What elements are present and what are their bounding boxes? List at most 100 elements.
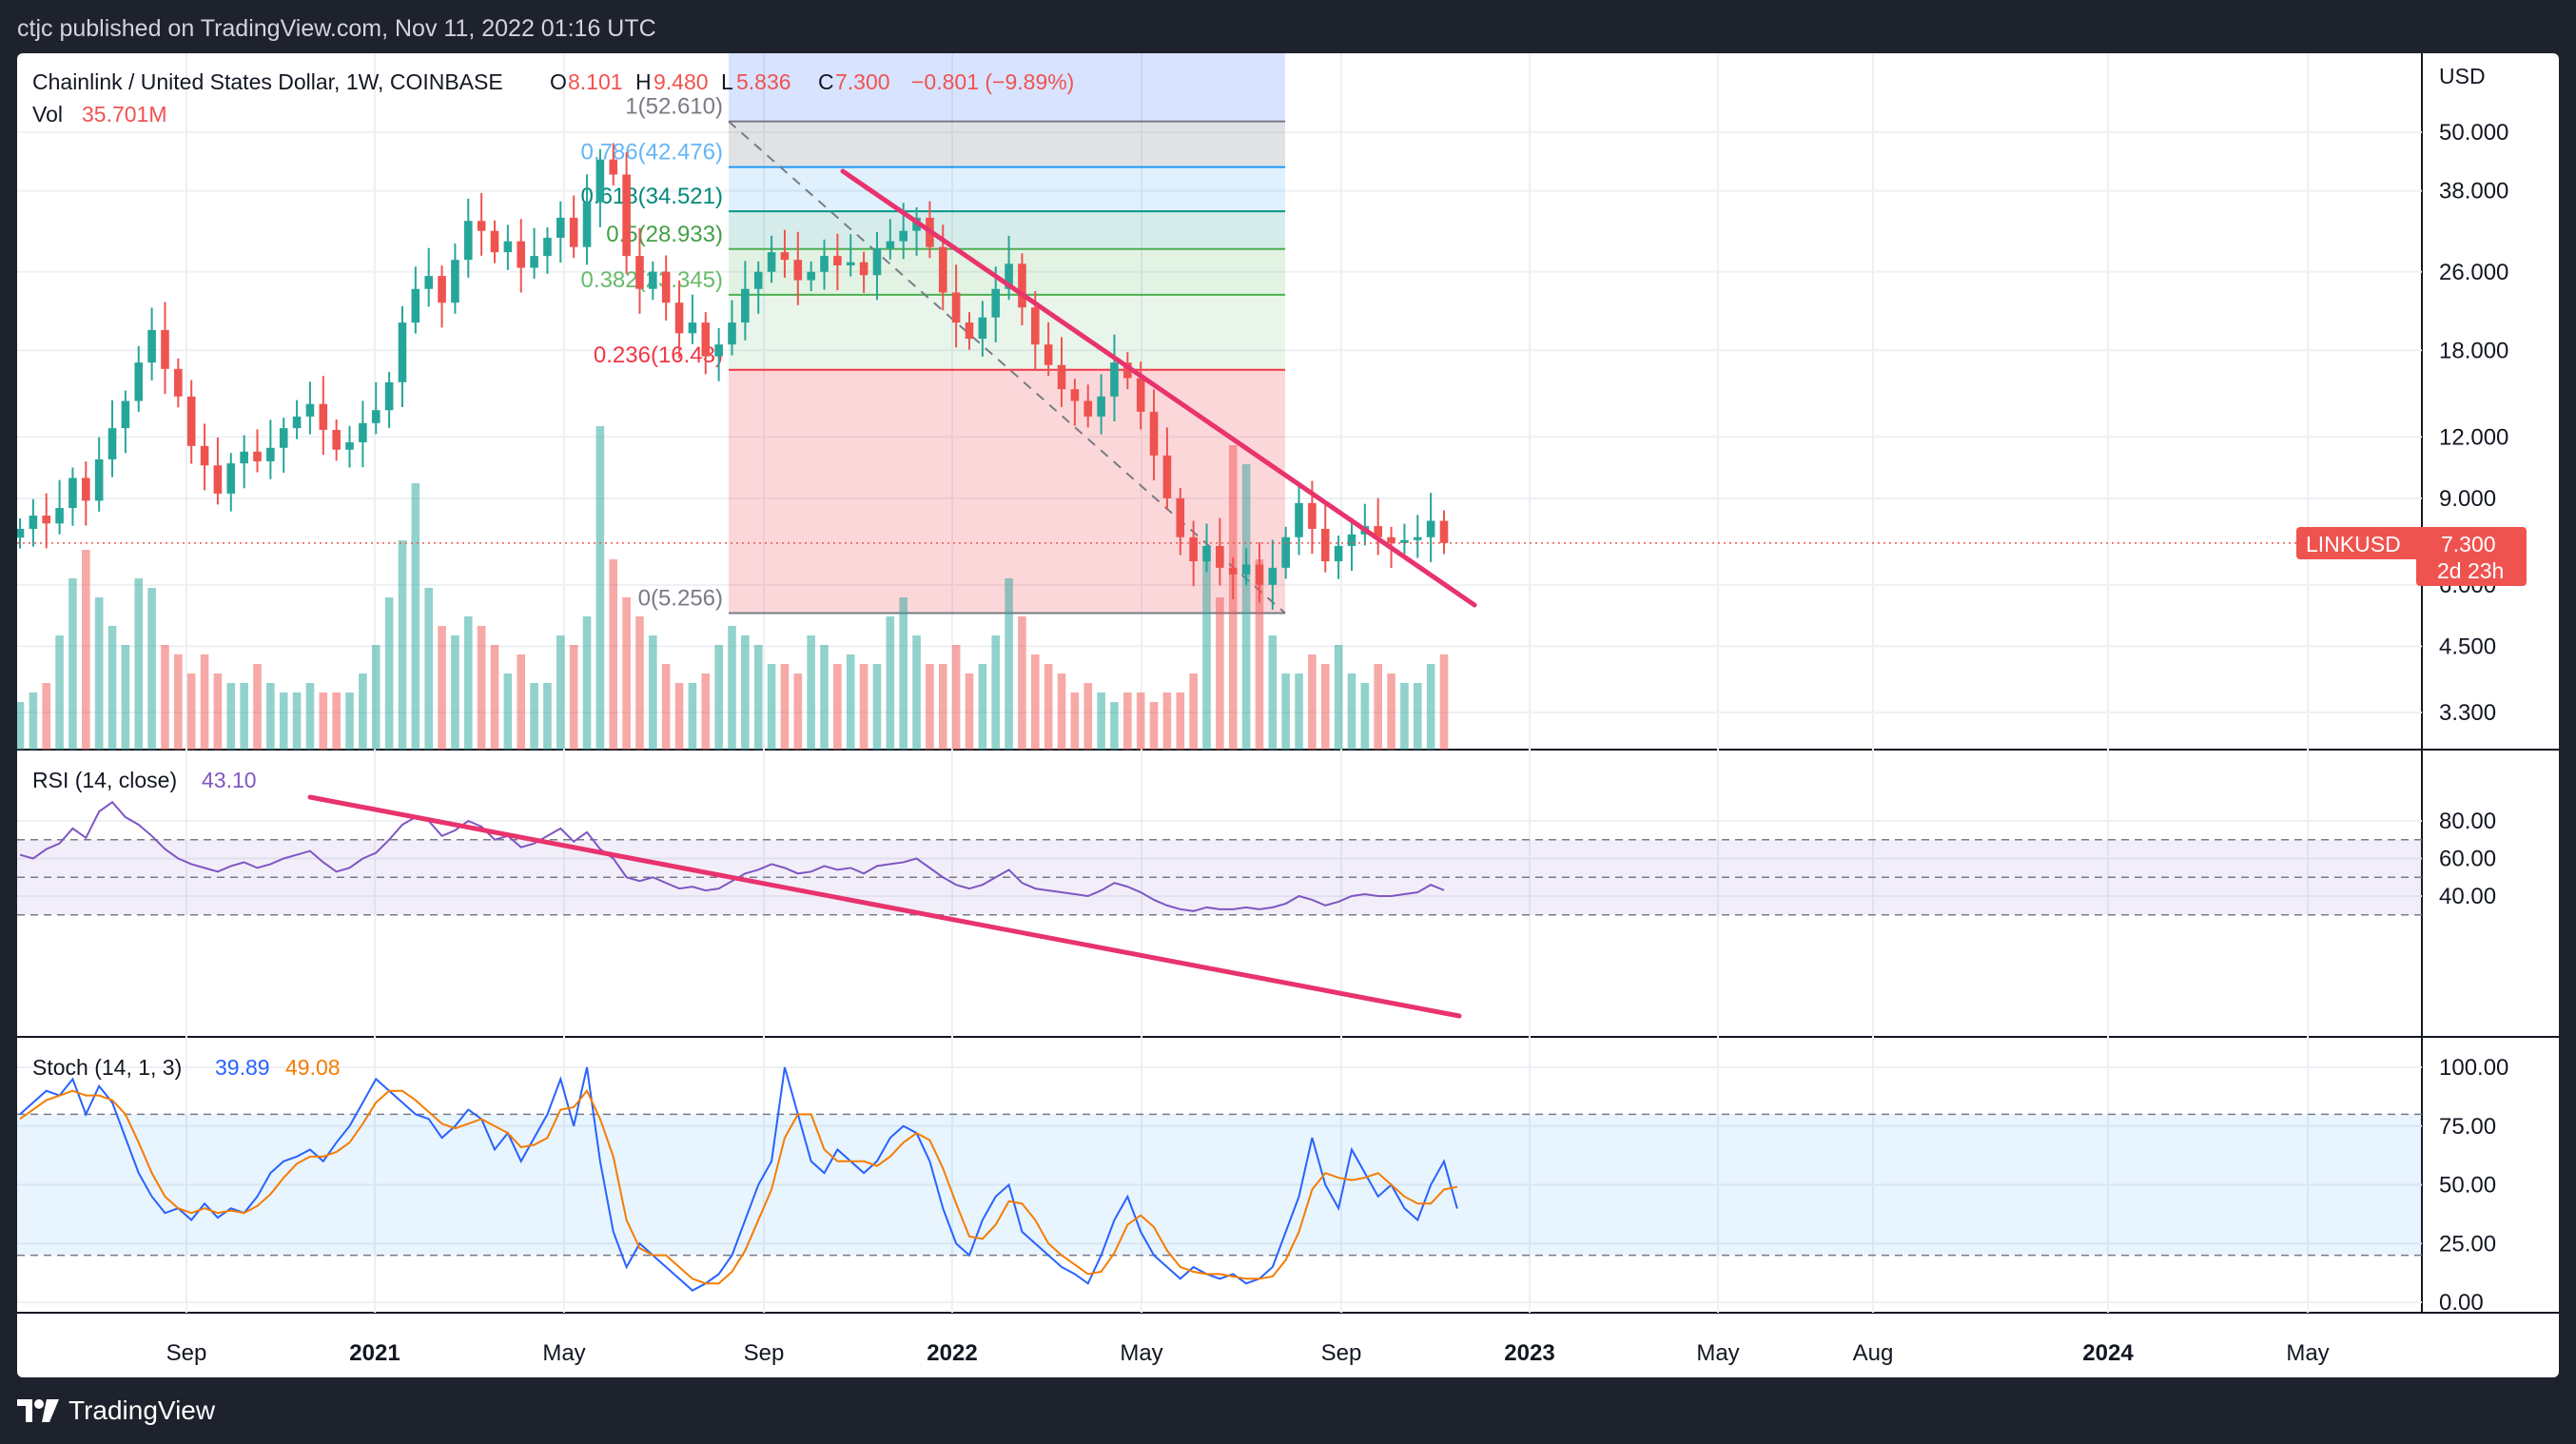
volume-bar bbox=[872, 664, 882, 750]
candle-body bbox=[1216, 545, 1224, 568]
fib-level-label: 0.618(34.521) bbox=[581, 184, 723, 209]
legend-open-label: O bbox=[550, 69, 567, 94]
volume-bar bbox=[94, 597, 104, 750]
symbol-tag-bg bbox=[2296, 527, 2430, 559]
rsi-line bbox=[19, 800, 1445, 912]
candle-body bbox=[1439, 520, 1449, 543]
candle-body bbox=[1241, 564, 1251, 575]
candle-body bbox=[793, 260, 803, 281]
volume-bar bbox=[1005, 578, 1013, 750]
volume-bar bbox=[595, 426, 605, 750]
candle-body bbox=[384, 381, 394, 411]
time-axis-label: Sep bbox=[744, 1340, 785, 1366]
candle-body bbox=[1083, 400, 1093, 417]
volume-bar bbox=[556, 635, 565, 750]
candle-body bbox=[1123, 362, 1132, 379]
candle-body bbox=[463, 221, 473, 261]
time-axis-label: May bbox=[542, 1340, 585, 1366]
fib-zone bbox=[729, 211, 1285, 249]
candle-body bbox=[569, 217, 578, 247]
price-axis-label: 12.000 bbox=[2439, 424, 2508, 450]
volume-bar bbox=[688, 683, 697, 750]
candle-body bbox=[938, 246, 947, 293]
candle-body bbox=[1057, 364, 1066, 390]
candle-body bbox=[332, 429, 341, 450]
candle-body bbox=[807, 271, 815, 281]
volume-bar bbox=[978, 664, 987, 750]
candle-body bbox=[543, 237, 552, 257]
candle-body bbox=[1308, 502, 1317, 529]
volume-bar bbox=[29, 693, 38, 750]
candle-body bbox=[200, 445, 209, 466]
chart-canvas[interactable]: 1(52.610)0.786(42.476)0.618(34.521)0.5(2… bbox=[17, 53, 2559, 1377]
volume-bar bbox=[477, 626, 486, 750]
candle-body bbox=[582, 202, 592, 247]
stoch-label: Stoch (14, 1, 3) bbox=[32, 1055, 182, 1080]
volume-bar bbox=[1162, 693, 1172, 750]
fib-zone bbox=[729, 121, 1285, 167]
candle-body bbox=[1044, 344, 1053, 365]
volume-bar bbox=[253, 664, 262, 750]
candle-body bbox=[1426, 520, 1435, 537]
volume-bar bbox=[1374, 664, 1382, 750]
volume-bar bbox=[319, 693, 328, 750]
candle-body bbox=[661, 271, 671, 303]
volume-bar bbox=[635, 616, 644, 750]
volume-bar bbox=[753, 645, 763, 750]
grid-layer bbox=[17, 53, 2559, 1314]
volume-bar bbox=[1057, 673, 1066, 750]
candle-body bbox=[530, 256, 538, 268]
volume-bar bbox=[1439, 654, 1449, 750]
candle-body bbox=[345, 441, 354, 450]
volume-bar bbox=[741, 635, 750, 750]
volume-bar bbox=[991, 635, 1001, 750]
candle-body bbox=[107, 428, 117, 459]
volume-bar bbox=[767, 664, 776, 750]
candle-body bbox=[965, 322, 974, 340]
volume-bar bbox=[134, 578, 144, 750]
candle-body bbox=[121, 400, 130, 429]
candle-body bbox=[780, 252, 790, 261]
candle-body bbox=[1347, 534, 1356, 546]
candle-body bbox=[147, 329, 156, 363]
rsi-label: RSI (14, close) bbox=[32, 768, 177, 792]
candle-body bbox=[1005, 263, 1013, 289]
volume-bar bbox=[1268, 635, 1278, 750]
candle-body bbox=[886, 241, 895, 249]
volume-bar bbox=[951, 645, 961, 750]
volume-bar bbox=[345, 693, 354, 750]
volume-bar bbox=[174, 654, 183, 750]
volume-bar bbox=[107, 626, 117, 750]
volume-bar bbox=[569, 645, 578, 750]
legend-close-label: C bbox=[818, 69, 834, 94]
volume-bar bbox=[1149, 702, 1159, 750]
chart-area[interactable]: 1(52.610) 0.786(42.476) 0.618(34.521) 0.5(2… bbox=[17, 53, 2559, 1377]
time-axis-label: 2024 bbox=[2082, 1340, 2134, 1366]
rsi-axis-label: 40.00 bbox=[2439, 884, 2496, 909]
candle-body bbox=[398, 322, 407, 382]
candle-body bbox=[1162, 455, 1172, 498]
volume-bar bbox=[490, 645, 499, 750]
stoch-axis-label: 25.00 bbox=[2439, 1231, 2496, 1257]
candle-body bbox=[477, 221, 486, 231]
volume-bar bbox=[1123, 693, 1132, 750]
legend-high-label: H bbox=[635, 69, 652, 94]
candle-body bbox=[1400, 539, 1409, 543]
time-axis-label: May bbox=[1120, 1340, 1162, 1366]
price-axis-label: 26.000 bbox=[2439, 260, 2508, 285]
rsi-axis-label: 60.00 bbox=[2439, 847, 2496, 872]
volume-bar bbox=[503, 673, 513, 750]
candle-body bbox=[305, 403, 315, 417]
candle-body bbox=[1097, 396, 1105, 417]
rsi-axis-label: 80.00 bbox=[2439, 809, 2496, 834]
candle-body bbox=[609, 159, 618, 175]
volume-bar bbox=[1426, 664, 1435, 750]
volume-bar bbox=[938, 664, 947, 750]
candle-body bbox=[635, 256, 644, 289]
legend-low: 5.836 bbox=[736, 69, 791, 94]
tradingview-logo-icon bbox=[17, 1399, 59, 1422]
volume-bar bbox=[384, 597, 394, 750]
volume-bar bbox=[674, 683, 684, 750]
currency-label: USD bbox=[2439, 64, 2486, 88]
volume-bar bbox=[609, 559, 618, 750]
